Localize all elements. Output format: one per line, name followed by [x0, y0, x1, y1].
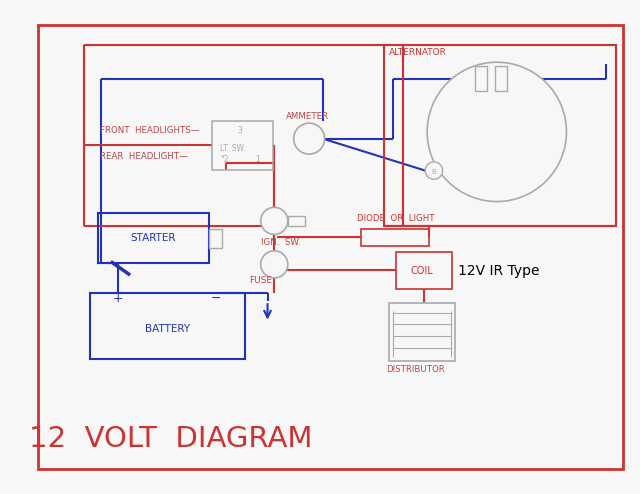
- Bar: [212, 121, 273, 169]
- Text: 12  VOLT  DIAGRAM: 12 VOLT DIAGRAM: [29, 424, 312, 453]
- Bar: [389, 303, 455, 361]
- Text: B: B: [431, 168, 436, 174]
- Text: −: −: [211, 292, 221, 305]
- Text: FUSE: FUSE: [249, 276, 272, 286]
- Text: IGN.  SW.: IGN. SW.: [260, 238, 300, 247]
- Bar: [362, 229, 429, 246]
- Text: STARTER: STARTER: [131, 233, 176, 243]
- Text: 3: 3: [237, 126, 242, 135]
- Circle shape: [427, 62, 566, 202]
- Bar: [90, 293, 245, 359]
- Text: +: +: [112, 292, 123, 305]
- Circle shape: [425, 162, 443, 179]
- Bar: [98, 213, 209, 263]
- Circle shape: [260, 207, 288, 235]
- Circle shape: [260, 251, 288, 278]
- Bar: [209, 229, 222, 248]
- Circle shape: [294, 123, 324, 154]
- Text: °2: °2: [220, 156, 228, 165]
- Text: COIL: COIL: [411, 266, 434, 276]
- Bar: [383, 45, 616, 226]
- Bar: [288, 216, 305, 226]
- Text: 12V IR Type: 12V IR Type: [458, 264, 540, 278]
- Text: BATTERY: BATTERY: [145, 324, 191, 334]
- Text: FRONT  HEADLIGHTS—: FRONT HEADLIGHTS—: [100, 126, 200, 135]
- Text: DISTRIBUTOR: DISTRIBUTOR: [386, 366, 445, 374]
- Bar: [495, 66, 508, 91]
- Text: DIODE  OR  LIGHT: DIODE OR LIGHT: [358, 214, 435, 223]
- Text: 1: 1: [255, 156, 260, 165]
- Text: AMMETER: AMMETER: [286, 112, 329, 121]
- Text: LT. SW.: LT. SW.: [220, 144, 246, 153]
- Text: REAR  HEADLIGHT—: REAR HEADLIGHT—: [100, 152, 188, 161]
- Bar: [474, 66, 487, 91]
- Text: ALTERNATOR: ALTERNATOR: [388, 48, 446, 57]
- Bar: [396, 252, 452, 288]
